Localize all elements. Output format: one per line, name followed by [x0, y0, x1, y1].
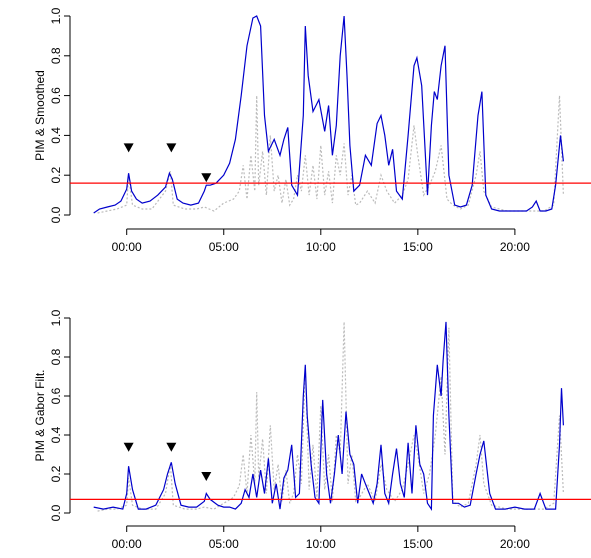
x-tick-label: 15:00	[403, 537, 433, 551]
series-filtered-line	[93, 15, 564, 214]
y-tick-label: 0.8	[49, 348, 63, 365]
x-tick-label: 00:00	[112, 537, 142, 551]
y-tick-label: 0.8	[49, 47, 63, 64]
x-tick-label: 10:00	[306, 240, 336, 254]
y-tick-label: 0.4	[49, 426, 63, 443]
series-pim-raw-line	[97, 321, 564, 512]
x-tick-label: 10:00	[306, 537, 336, 551]
x-tick-label: 20:00	[500, 240, 530, 254]
x-tick-label: 05:00	[209, 240, 239, 254]
event-marker	[166, 143, 177, 153]
event-marker	[166, 442, 177, 452]
y-tick-label: 0.2	[49, 465, 63, 482]
y-tick-label: 0.6	[49, 87, 63, 104]
event-marker	[123, 143, 134, 153]
chart-bottom-pim-gabor: 0.0 0.2 0.4 0.6 0.8 1.0 00:00 05:00 10:00 15:00 20…	[33, 309, 591, 551]
y-tick-label: 0.2	[49, 167, 63, 184]
series-filtered-line	[93, 321, 564, 512]
y-tick-label: 0.0	[49, 504, 63, 521]
y-tick-label: 1.0	[49, 7, 63, 24]
y-tick-label: 1.0	[49, 309, 63, 326]
x-tick-label: 15:00	[403, 240, 433, 254]
y-tick-label: 0.6	[49, 387, 63, 404]
x-tick-label: 05:00	[209, 537, 239, 551]
x-tick-label: 20:00	[500, 537, 530, 551]
event-marker	[201, 173, 212, 183]
y-axis-label: PIM & Gabor Filt.	[33, 369, 47, 461]
x-tick-label: 00:00	[112, 240, 142, 254]
chart-top-pim-smoothed: 0.0 0.2 0.4 0.6 0.8 1.0 00:00 05:00 10:00 15:00 20…	[33, 7, 591, 254]
y-tick-label: 0.0	[49, 206, 63, 223]
event-marker	[123, 442, 134, 452]
series-pim-raw-line	[97, 95, 564, 214]
y-axis-label: PIM & Smoothed	[33, 70, 47, 161]
event-marker	[201, 471, 212, 481]
y-tick-label: 0.4	[49, 127, 63, 144]
